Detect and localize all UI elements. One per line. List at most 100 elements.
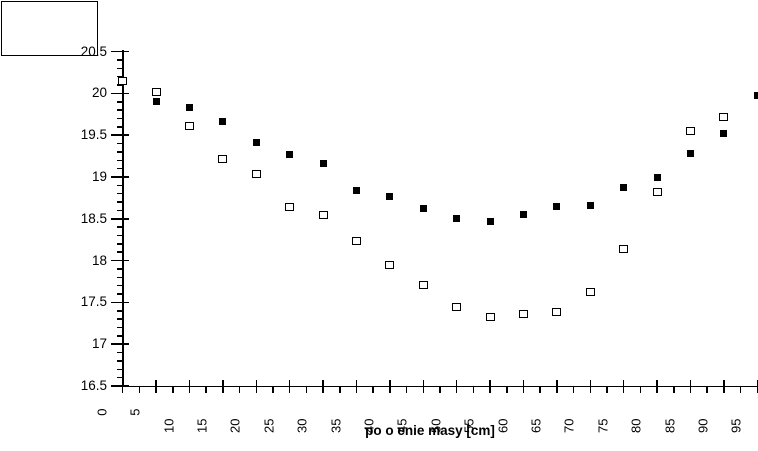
- y-minor-tick: [116, 126, 123, 128]
- y-minor-tick: [116, 167, 123, 170]
- x-major-tick: [155, 380, 157, 393]
- y-minor-tick: [116, 368, 123, 371]
- y-minor-tick: [116, 326, 123, 329]
- y-major-tick: [110, 176, 129, 178]
- y-major-tick: [110, 343, 129, 345]
- data-point-filled-square: [319, 160, 327, 168]
- data-point-open-square: [251, 170, 261, 179]
- x-major-tick: [288, 380, 291, 393]
- y-minor-tick: [116, 84, 123, 86]
- x-tick-label: 20: [227, 418, 243, 433]
- x-minor-tick: [339, 386, 341, 393]
- y-tick-label: 18.5: [80, 210, 107, 226]
- data-point-filled-square: [553, 202, 561, 210]
- data-point-open-square: [151, 87, 161, 96]
- data-point-open-square: [519, 310, 528, 319]
- x-tick-label: 0: [94, 408, 110, 416]
- data-point-filled-square: [286, 150, 294, 158]
- x-tick-label: 80: [628, 418, 644, 433]
- data-point-open-square: [552, 307, 562, 316]
- data-point-filled-square: [386, 192, 394, 200]
- x-major-tick: [455, 380, 458, 393]
- y-minor-tick: [116, 209, 123, 212]
- x-major-tick: [556, 380, 558, 393]
- x-minor-tick: [472, 386, 475, 393]
- y-tick-label: 17.5: [80, 294, 107, 310]
- y-minor-tick: [116, 376, 123, 379]
- y-major-tick: [110, 134, 129, 136]
- data-point-open-square: [485, 313, 495, 322]
- y-minor-tick: [116, 184, 123, 187]
- x-tick-label: 25: [261, 418, 277, 433]
- x-major-tick: [522, 380, 525, 393]
- x-minor-tick: [539, 386, 541, 393]
- data-point-open-square: [719, 112, 729, 121]
- data-point-open-square: [585, 288, 595, 297]
- x-minor-tick: [572, 386, 575, 393]
- x-tick-label: 85: [662, 418, 677, 433]
- y-minor-tick: [116, 109, 123, 111]
- data-point-open-square: [218, 154, 228, 163]
- data-point-open-square: [185, 122, 194, 130]
- x-tick-label: 75: [595, 418, 611, 433]
- y-minor-tick: [116, 360, 123, 362]
- y-minor-tick: [116, 201, 123, 203]
- legend-box: [1, 1, 98, 56]
- y-minor-tick: [116, 335, 123, 337]
- y-major-tick: [110, 50, 129, 53]
- x-major-tick: [255, 380, 258, 393]
- data-point-filled-square: [653, 173, 661, 181]
- y-minor-tick: [116, 142, 123, 145]
- y-tick-label: 20.5: [80, 43, 107, 59]
- x-minor-tick: [372, 386, 374, 393]
- data-point-open-square: [686, 127, 695, 136]
- y-minor-tick: [116, 310, 123, 312]
- y-tick-label: 18: [91, 252, 107, 268]
- x-major-tick: [355, 380, 358, 393]
- data-point-filled-square: [753, 91, 758, 99]
- data-point-open-square: [652, 188, 662, 197]
- x-major-tick: [188, 380, 191, 393]
- data-point-filled-square: [252, 139, 260, 147]
- x-minor-tick: [205, 386, 207, 393]
- x-minor-tick: [639, 386, 642, 393]
- y-minor-tick: [116, 284, 123, 287]
- x-minor-tick: [172, 386, 174, 393]
- y-minor-tick: [116, 251, 123, 253]
- y-minor-tick: [116, 101, 123, 103]
- x-tick-label: 95: [728, 418, 744, 433]
- x-minor-tick: [272, 386, 274, 393]
- data-point-filled-square: [353, 186, 360, 194]
- x-minor-tick: [405, 386, 408, 393]
- y-tick-label: 19.5: [80, 127, 107, 143]
- x-tick-label: 10: [161, 418, 176, 433]
- data-point-open-square: [452, 302, 462, 311]
- x-minor-tick: [739, 386, 742, 393]
- x-major-tick: [622, 380, 625, 393]
- data-point-filled-square: [453, 215, 461, 223]
- x-minor-tick: [606, 386, 608, 393]
- y-minor-tick: [116, 351, 123, 354]
- x-tick-label: 5: [127, 408, 143, 416]
- x-axis-title: po o enie masy [cm]: [365, 423, 495, 438]
- x-major-tick: [756, 380, 758, 393]
- x-major-tick: [489, 380, 491, 393]
- y-major-tick: [110, 92, 129, 95]
- y-minor-tick: [116, 226, 123, 228]
- x-minor-tick: [305, 386, 308, 393]
- data-point-filled-square: [486, 217, 494, 225]
- y-minor-tick: [116, 159, 123, 162]
- x-major-tick: [656, 380, 658, 393]
- data-point-filled-square: [186, 104, 193, 112]
- y-minor-tick: [116, 67, 123, 70]
- y-tick-label: 16.5: [80, 378, 107, 393]
- x-tick-label: 90: [695, 418, 711, 433]
- data-point-filled-square: [419, 205, 427, 213]
- y-tick-label: 19: [91, 169, 107, 184]
- x-major-tick: [589, 380, 592, 393]
- x-major-tick: [121, 380, 124, 393]
- data-point-open-square: [385, 260, 395, 269]
- y-major-tick: [110, 259, 129, 262]
- x-tick-label: 15: [194, 418, 210, 433]
- y-minor-tick: [116, 276, 123, 279]
